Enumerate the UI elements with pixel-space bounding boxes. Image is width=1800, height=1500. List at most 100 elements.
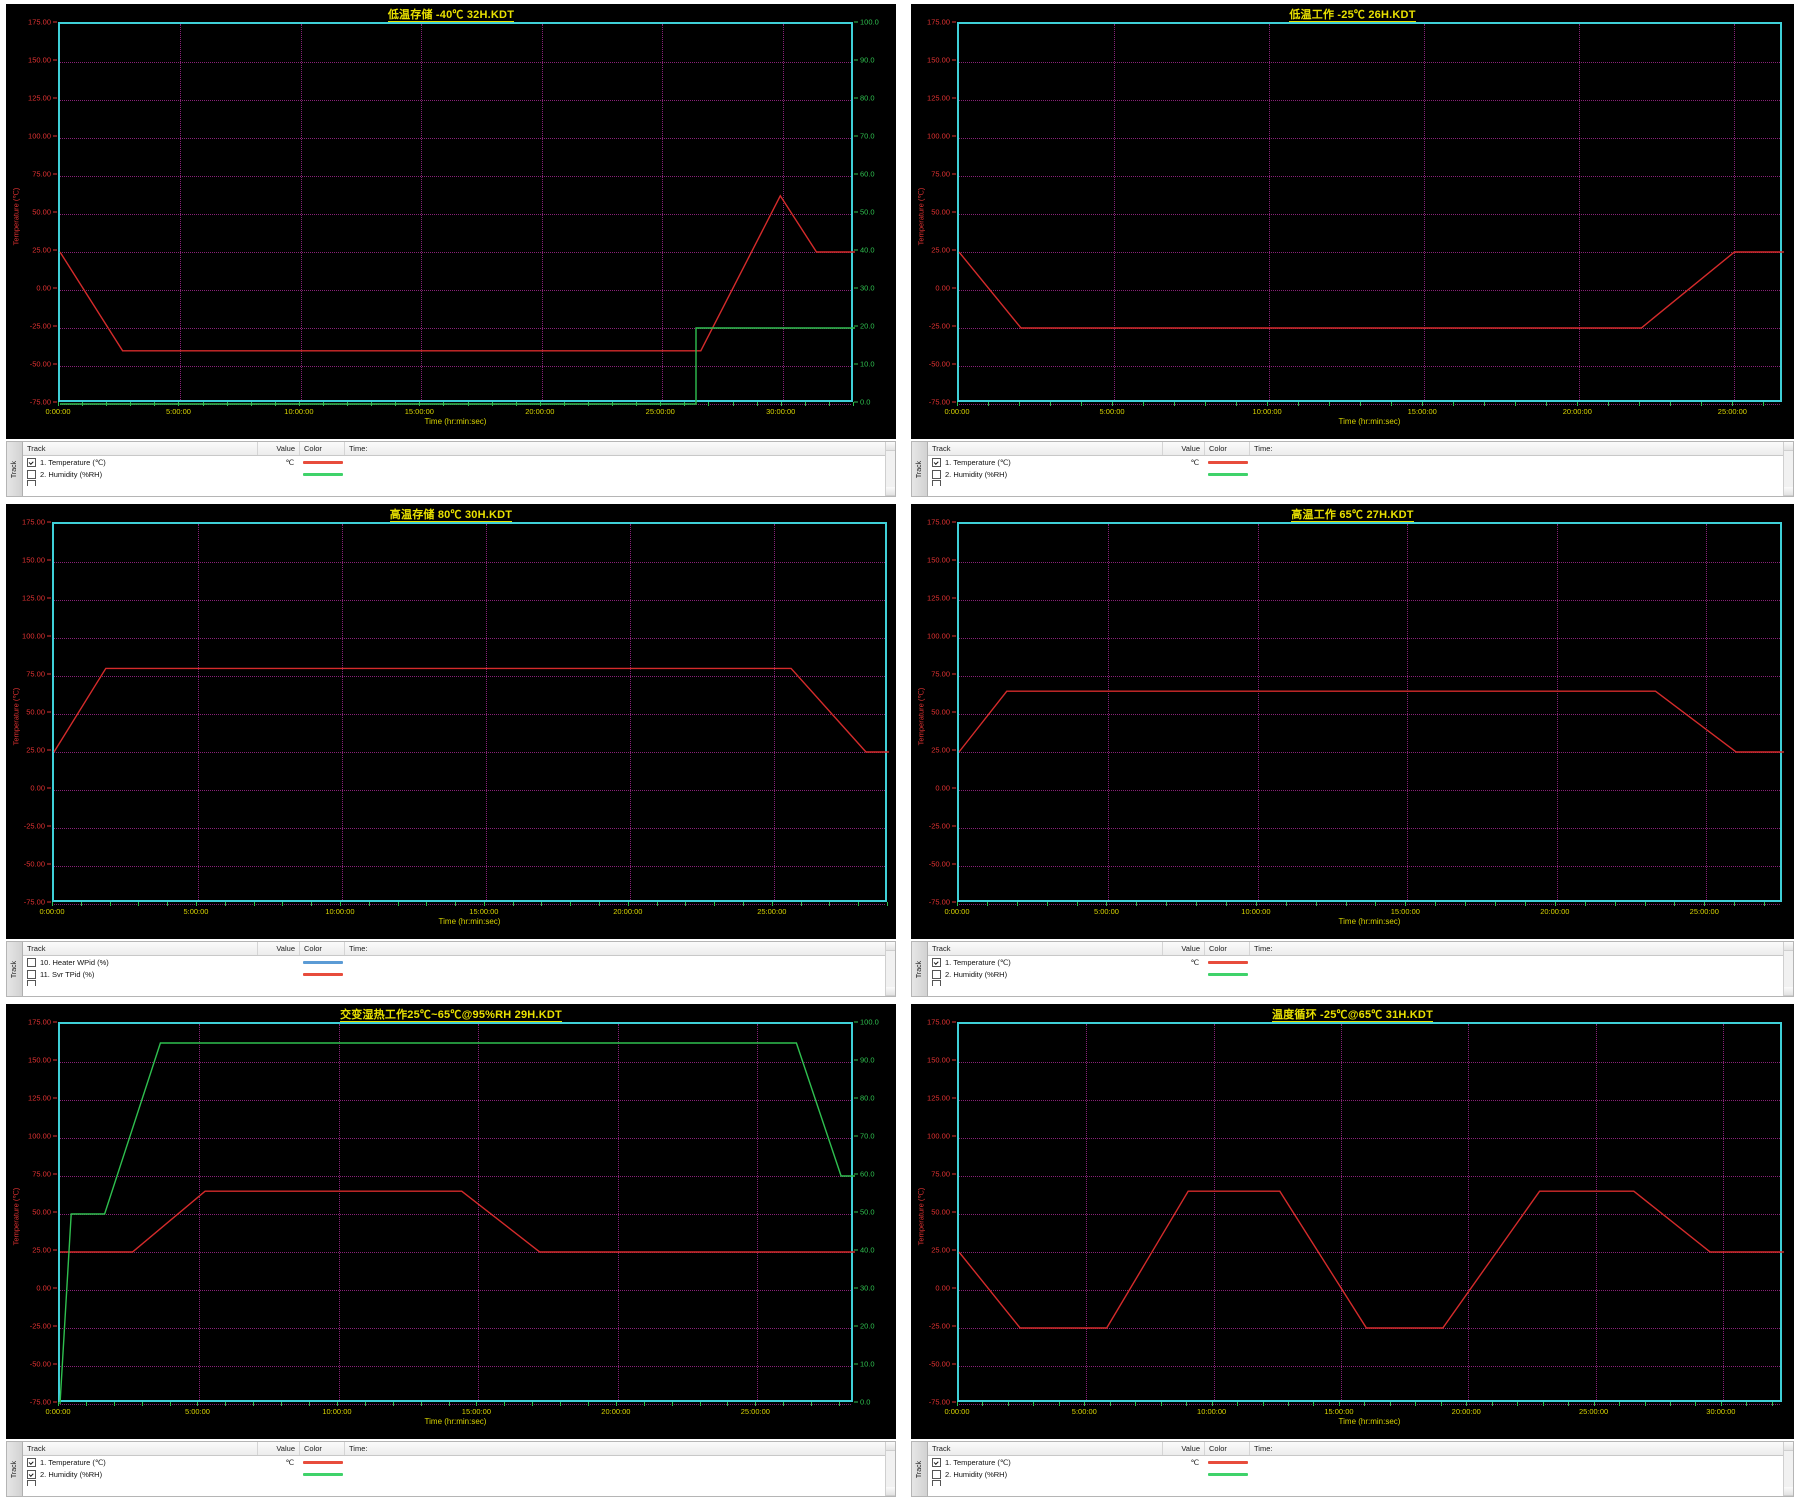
- track-row[interactable]: 1. Temperature (℃) ℃: [928, 456, 1793, 468]
- track-row-clipped[interactable]: [928, 1480, 1793, 1486]
- track-color-cell[interactable]: [300, 1472, 345, 1476]
- track-tab[interactable]: Track: [912, 942, 928, 996]
- track-legend-panel[interactable]: Track Track Value Color Time: 1. Temperature …: [911, 441, 1794, 497]
- scroll-down-arrow-icon[interactable]: [1784, 987, 1793, 996]
- track-legend-panel[interactable]: Track Track Value Color Time: 1. Temperature …: [911, 941, 1794, 997]
- scroll-down-arrow-icon[interactable]: [886, 487, 895, 496]
- track-row[interactable]: 2. Humidity (%RH): [23, 468, 895, 480]
- column-header-value[interactable]: Value: [1163, 942, 1205, 955]
- legend-scrollbar[interactable]: [885, 442, 895, 496]
- column-header-time[interactable]: Time:: [349, 444, 368, 453]
- track-color-swatch[interactable]: [1208, 960, 1248, 964]
- chart-canvas[interactable]: 高温工作 65℃ 27H.KDT 175.00 150.00 125.00 100.00…: [911, 504, 1794, 939]
- column-header-track[interactable]: Track: [928, 442, 1163, 455]
- column-header-value[interactable]: Value: [258, 1442, 300, 1455]
- scroll-down-arrow-icon[interactable]: [886, 1487, 895, 1496]
- track-row[interactable]: 2. Humidity (%RH): [928, 968, 1793, 980]
- column-header-time[interactable]: Time:: [1254, 1444, 1273, 1453]
- track-tab[interactable]: Track: [7, 942, 23, 996]
- track-visibility-checkbox[interactable]: [932, 1457, 941, 1467]
- track-visibility-checkbox[interactable]: [27, 469, 36, 479]
- scroll-down-arrow-icon[interactable]: [1784, 487, 1793, 496]
- column-header-value[interactable]: Value: [1163, 442, 1205, 455]
- track-row[interactable]: 1. Temperature (℃) ℃: [23, 456, 895, 468]
- track-row[interactable]: 1. Temperature (℃) ℃: [928, 1456, 1793, 1468]
- track-color-cell[interactable]: [1205, 1472, 1250, 1476]
- track-color-cell[interactable]: [1205, 472, 1250, 476]
- column-header-time[interactable]: Time:: [349, 944, 368, 953]
- track-color-swatch[interactable]: [303, 1460, 343, 1464]
- track-color-swatch[interactable]: [303, 1472, 343, 1476]
- track-color-swatch[interactable]: [1208, 972, 1248, 976]
- chart-canvas[interactable]: 高温存储 80℃ 30H.KDT 175.00 150.00 125.00 100.00…: [6, 504, 896, 939]
- track-visibility-checkbox[interactable]: [27, 1469, 36, 1479]
- column-header-time[interactable]: Time:: [1254, 444, 1273, 453]
- track-visibility-checkbox[interactable]: [932, 980, 941, 986]
- scroll-up-arrow-icon[interactable]: [886, 1442, 895, 1451]
- scroll-down-arrow-icon[interactable]: [1784, 1487, 1793, 1496]
- track-row[interactable]: 2. Humidity (%RH): [928, 1468, 1793, 1480]
- track-row[interactable]: 10. Heater WPid (%): [23, 956, 895, 968]
- track-visibility-checkbox[interactable]: [932, 957, 941, 967]
- track-row-clipped[interactable]: [23, 480, 895, 486]
- legend-scrollbar[interactable]: [1783, 942, 1793, 996]
- legend-scrollbar[interactable]: [1783, 1442, 1793, 1496]
- track-tab[interactable]: Track: [7, 1442, 23, 1496]
- column-header-track[interactable]: Track: [23, 942, 258, 955]
- track-visibility-checkbox[interactable]: [932, 469, 941, 479]
- track-color-swatch[interactable]: [1208, 472, 1248, 476]
- track-row[interactable]: 2. Humidity (%RH): [23, 1468, 895, 1480]
- legend-scrollbar[interactable]: [885, 1442, 895, 1496]
- track-legend-panel[interactable]: Track Track Value Color Time: 10. Heater WPid…: [6, 941, 896, 997]
- column-header-time[interactable]: Time:: [1254, 944, 1273, 953]
- track-tab[interactable]: Track: [912, 1442, 928, 1496]
- column-header-track[interactable]: Track: [23, 442, 258, 455]
- track-color-swatch[interactable]: [303, 972, 343, 976]
- scroll-up-arrow-icon[interactable]: [1784, 442, 1793, 451]
- track-color-cell[interactable]: [300, 972, 345, 976]
- column-header-color[interactable]: Color: [300, 1442, 345, 1455]
- column-header-value[interactable]: Value: [258, 942, 300, 955]
- track-tab[interactable]: Track: [912, 442, 928, 496]
- track-visibility-checkbox[interactable]: [27, 957, 36, 967]
- chart-canvas[interactable]: 温度循环 -25℃@65℃ 31H.KDT 175.00 150.00 125.00 1…: [911, 1004, 1794, 1439]
- legend-scrollbar[interactable]: [885, 942, 895, 996]
- track-row[interactable]: 11. Svr TPid (%): [23, 968, 895, 980]
- track-visibility-checkbox[interactable]: [27, 1457, 36, 1467]
- track-color-swatch[interactable]: [303, 472, 343, 476]
- track-visibility-checkbox[interactable]: [27, 980, 36, 986]
- column-header-color[interactable]: Color: [1205, 1442, 1250, 1455]
- track-legend-panel[interactable]: Track Track Value Color Time: 1. Temperature …: [6, 1441, 896, 1497]
- column-header-time[interactable]: Time:: [349, 1444, 368, 1453]
- column-header-value[interactable]: Value: [258, 442, 300, 455]
- column-header-track[interactable]: Track: [928, 1442, 1163, 1455]
- column-header-track[interactable]: Track: [928, 942, 1163, 955]
- track-visibility-checkbox[interactable]: [932, 1480, 941, 1486]
- track-visibility-checkbox[interactable]: [27, 1480, 36, 1486]
- chart-canvas[interactable]: 低温工作 -25℃ 26H.KDT 175.00 150.00 125.00 100.0…: [911, 4, 1794, 439]
- track-legend-panel[interactable]: Track Track Value Color Time: 1. Temperature …: [6, 441, 896, 497]
- track-color-cell[interactable]: [300, 460, 345, 464]
- track-visibility-checkbox[interactable]: [27, 480, 36, 486]
- track-color-cell[interactable]: [300, 1460, 345, 1464]
- scroll-up-arrow-icon[interactable]: [1784, 1442, 1793, 1451]
- track-color-swatch[interactable]: [1208, 1472, 1248, 1476]
- column-header-color[interactable]: Color: [300, 442, 345, 455]
- track-visibility-checkbox[interactable]: [27, 457, 36, 467]
- column-header-track[interactable]: Track: [23, 1442, 258, 1455]
- legend-scrollbar[interactable]: [1783, 442, 1793, 496]
- track-visibility-checkbox[interactable]: [932, 969, 941, 979]
- track-color-cell[interactable]: [1205, 972, 1250, 976]
- track-legend-panel[interactable]: Track Track Value Color Time: 1. Temperature …: [911, 1441, 1794, 1497]
- scroll-down-arrow-icon[interactable]: [886, 987, 895, 996]
- scroll-up-arrow-icon[interactable]: [886, 442, 895, 451]
- track-row[interactable]: 2. Humidity (%RH): [928, 468, 1793, 480]
- track-visibility-checkbox[interactable]: [932, 480, 941, 486]
- track-row[interactable]: 1. Temperature (℃) ℃: [23, 1456, 895, 1468]
- track-color-cell[interactable]: [1205, 1460, 1250, 1464]
- scroll-up-arrow-icon[interactable]: [1784, 942, 1793, 951]
- column-header-color[interactable]: Color: [1205, 442, 1250, 455]
- track-row-clipped[interactable]: [928, 480, 1793, 486]
- track-tab[interactable]: Track: [7, 442, 23, 496]
- track-color-cell[interactable]: [300, 960, 345, 964]
